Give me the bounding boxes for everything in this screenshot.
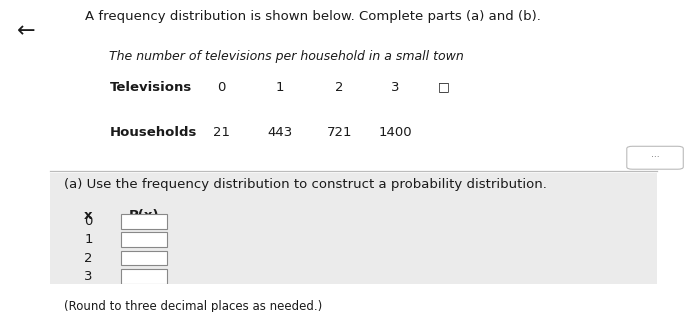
Text: 1400: 1400 <box>379 126 412 139</box>
Text: Households: Households <box>109 126 197 139</box>
Text: 0: 0 <box>217 80 225 94</box>
Text: x: x <box>84 209 93 222</box>
Text: 21: 21 <box>213 126 230 139</box>
Text: 2: 2 <box>335 80 344 94</box>
Text: 2: 2 <box>84 251 93 265</box>
Text: (Round to three decimal places as needed.): (Round to three decimal places as needed… <box>64 300 323 312</box>
FancyBboxPatch shape <box>121 269 167 284</box>
FancyBboxPatch shape <box>121 232 167 247</box>
Text: □: □ <box>438 80 450 94</box>
Text: The number of televisions per household in a small town: The number of televisions per household … <box>109 50 464 62</box>
Text: 443: 443 <box>267 126 293 139</box>
Text: 0: 0 <box>85 215 92 228</box>
Text: 1: 1 <box>276 80 284 94</box>
FancyBboxPatch shape <box>121 251 167 266</box>
Text: (a) Use the frequency distribution to construct a probability distribution.: (a) Use the frequency distribution to co… <box>64 178 547 191</box>
Text: 721: 721 <box>327 126 352 139</box>
Text: A frequency distribution is shown below. Complete parts (a) and (b).: A frequency distribution is shown below.… <box>85 10 541 23</box>
Text: Televisions: Televisions <box>109 80 192 94</box>
Bar <box>50 173 657 285</box>
Text: ···: ··· <box>651 153 659 162</box>
Text: ←: ← <box>17 21 35 41</box>
Text: P(x): P(x) <box>129 209 160 222</box>
FancyBboxPatch shape <box>626 146 683 169</box>
Text: 3: 3 <box>84 270 93 283</box>
FancyBboxPatch shape <box>121 214 167 229</box>
Text: 3: 3 <box>391 80 400 94</box>
Text: 1: 1 <box>84 233 93 246</box>
